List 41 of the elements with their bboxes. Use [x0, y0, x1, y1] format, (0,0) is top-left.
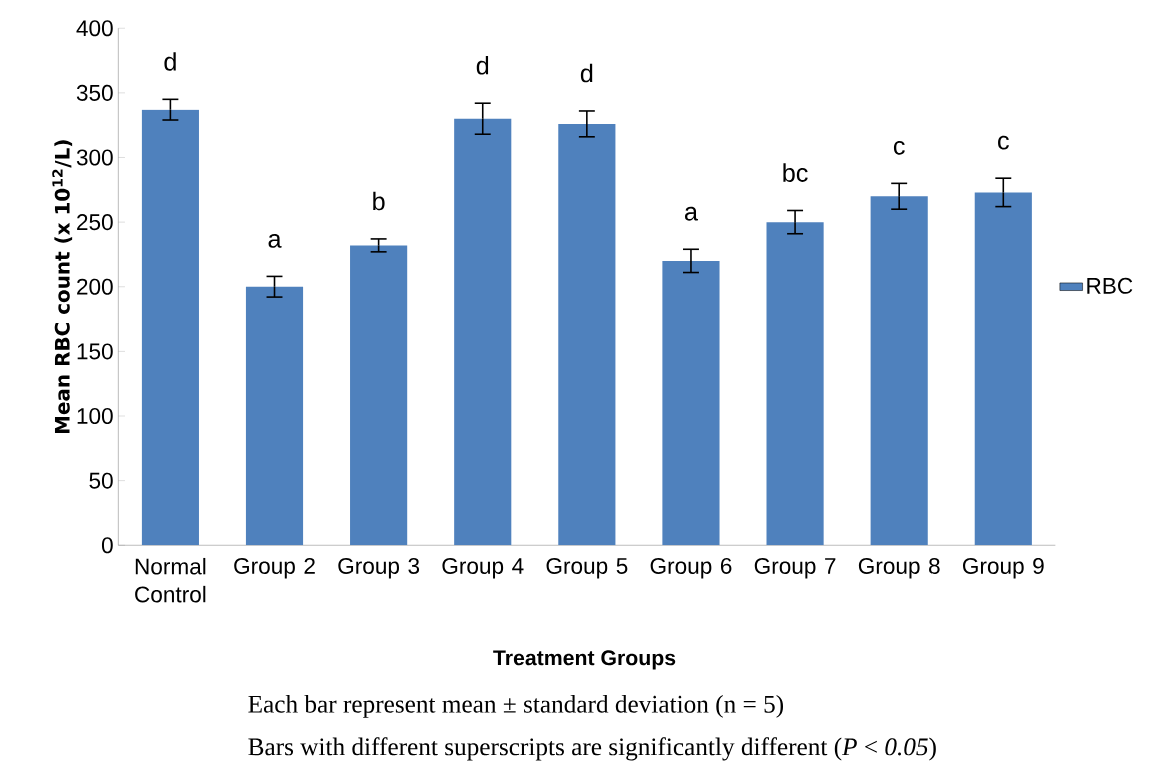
y-tick-label: 250	[77, 214, 113, 231]
bar	[454, 118, 512, 546]
annotation: b	[373, 191, 385, 211]
bar	[558, 124, 616, 546]
y-axis-title: Mean RBC count (x 10$^{12}$/L)	[52, 140, 73, 434]
x-tick-label: Group 2	[234, 558, 315, 579]
y-tick-label: 150	[77, 343, 113, 360]
x-tick-label: Normal Control	[135, 558, 206, 603]
y-tick-label: 400	[76, 20, 113, 37]
x-axis-title: Treatment Groups	[493, 650, 676, 670]
annotation: c	[893, 141, 905, 155]
x-tick-label: Group 6	[650, 558, 732, 579]
x-tick-label: Group 7	[754, 558, 836, 579]
annotation: c	[998, 135, 1009, 150]
legend-label: RBC	[1087, 278, 1133, 295]
bar	[350, 245, 408, 546]
annotation: a	[685, 207, 698, 221]
x-tick-label: Group 8	[858, 558, 940, 579]
y-tick-label: 350	[76, 85, 113, 102]
annotation: d	[164, 52, 176, 71]
y-tick-label: 50	[89, 472, 113, 489]
annotation: a	[268, 234, 282, 249]
x-tick-label: Group 4	[442, 558, 524, 579]
x-tick-label: Group 9	[963, 558, 1044, 579]
x-tick-label: Group 3	[338, 558, 420, 579]
annotation: d	[580, 64, 593, 83]
y-tick-label: 100	[77, 408, 113, 425]
bar	[766, 222, 824, 546]
x-tick-label: Group 5	[546, 558, 628, 579]
annotation: bc	[783, 163, 808, 183]
bar	[245, 286, 304, 546]
annotation: d	[476, 56, 489, 75]
bar	[974, 192, 1032, 546]
y-tick-label: 0	[101, 537, 113, 554]
bar	[141, 109, 199, 546]
y-tick-label: 200	[77, 278, 113, 295]
y-tick-label: 300	[76, 149, 113, 166]
text: Bars with different superscripts are significantly different (P < 0.05)	[248, 737, 936, 761]
bar	[870, 196, 928, 546]
text: Each bar represent mean ± standard deviation (n = 5)	[248, 695, 784, 719]
bar	[662, 261, 720, 546]
